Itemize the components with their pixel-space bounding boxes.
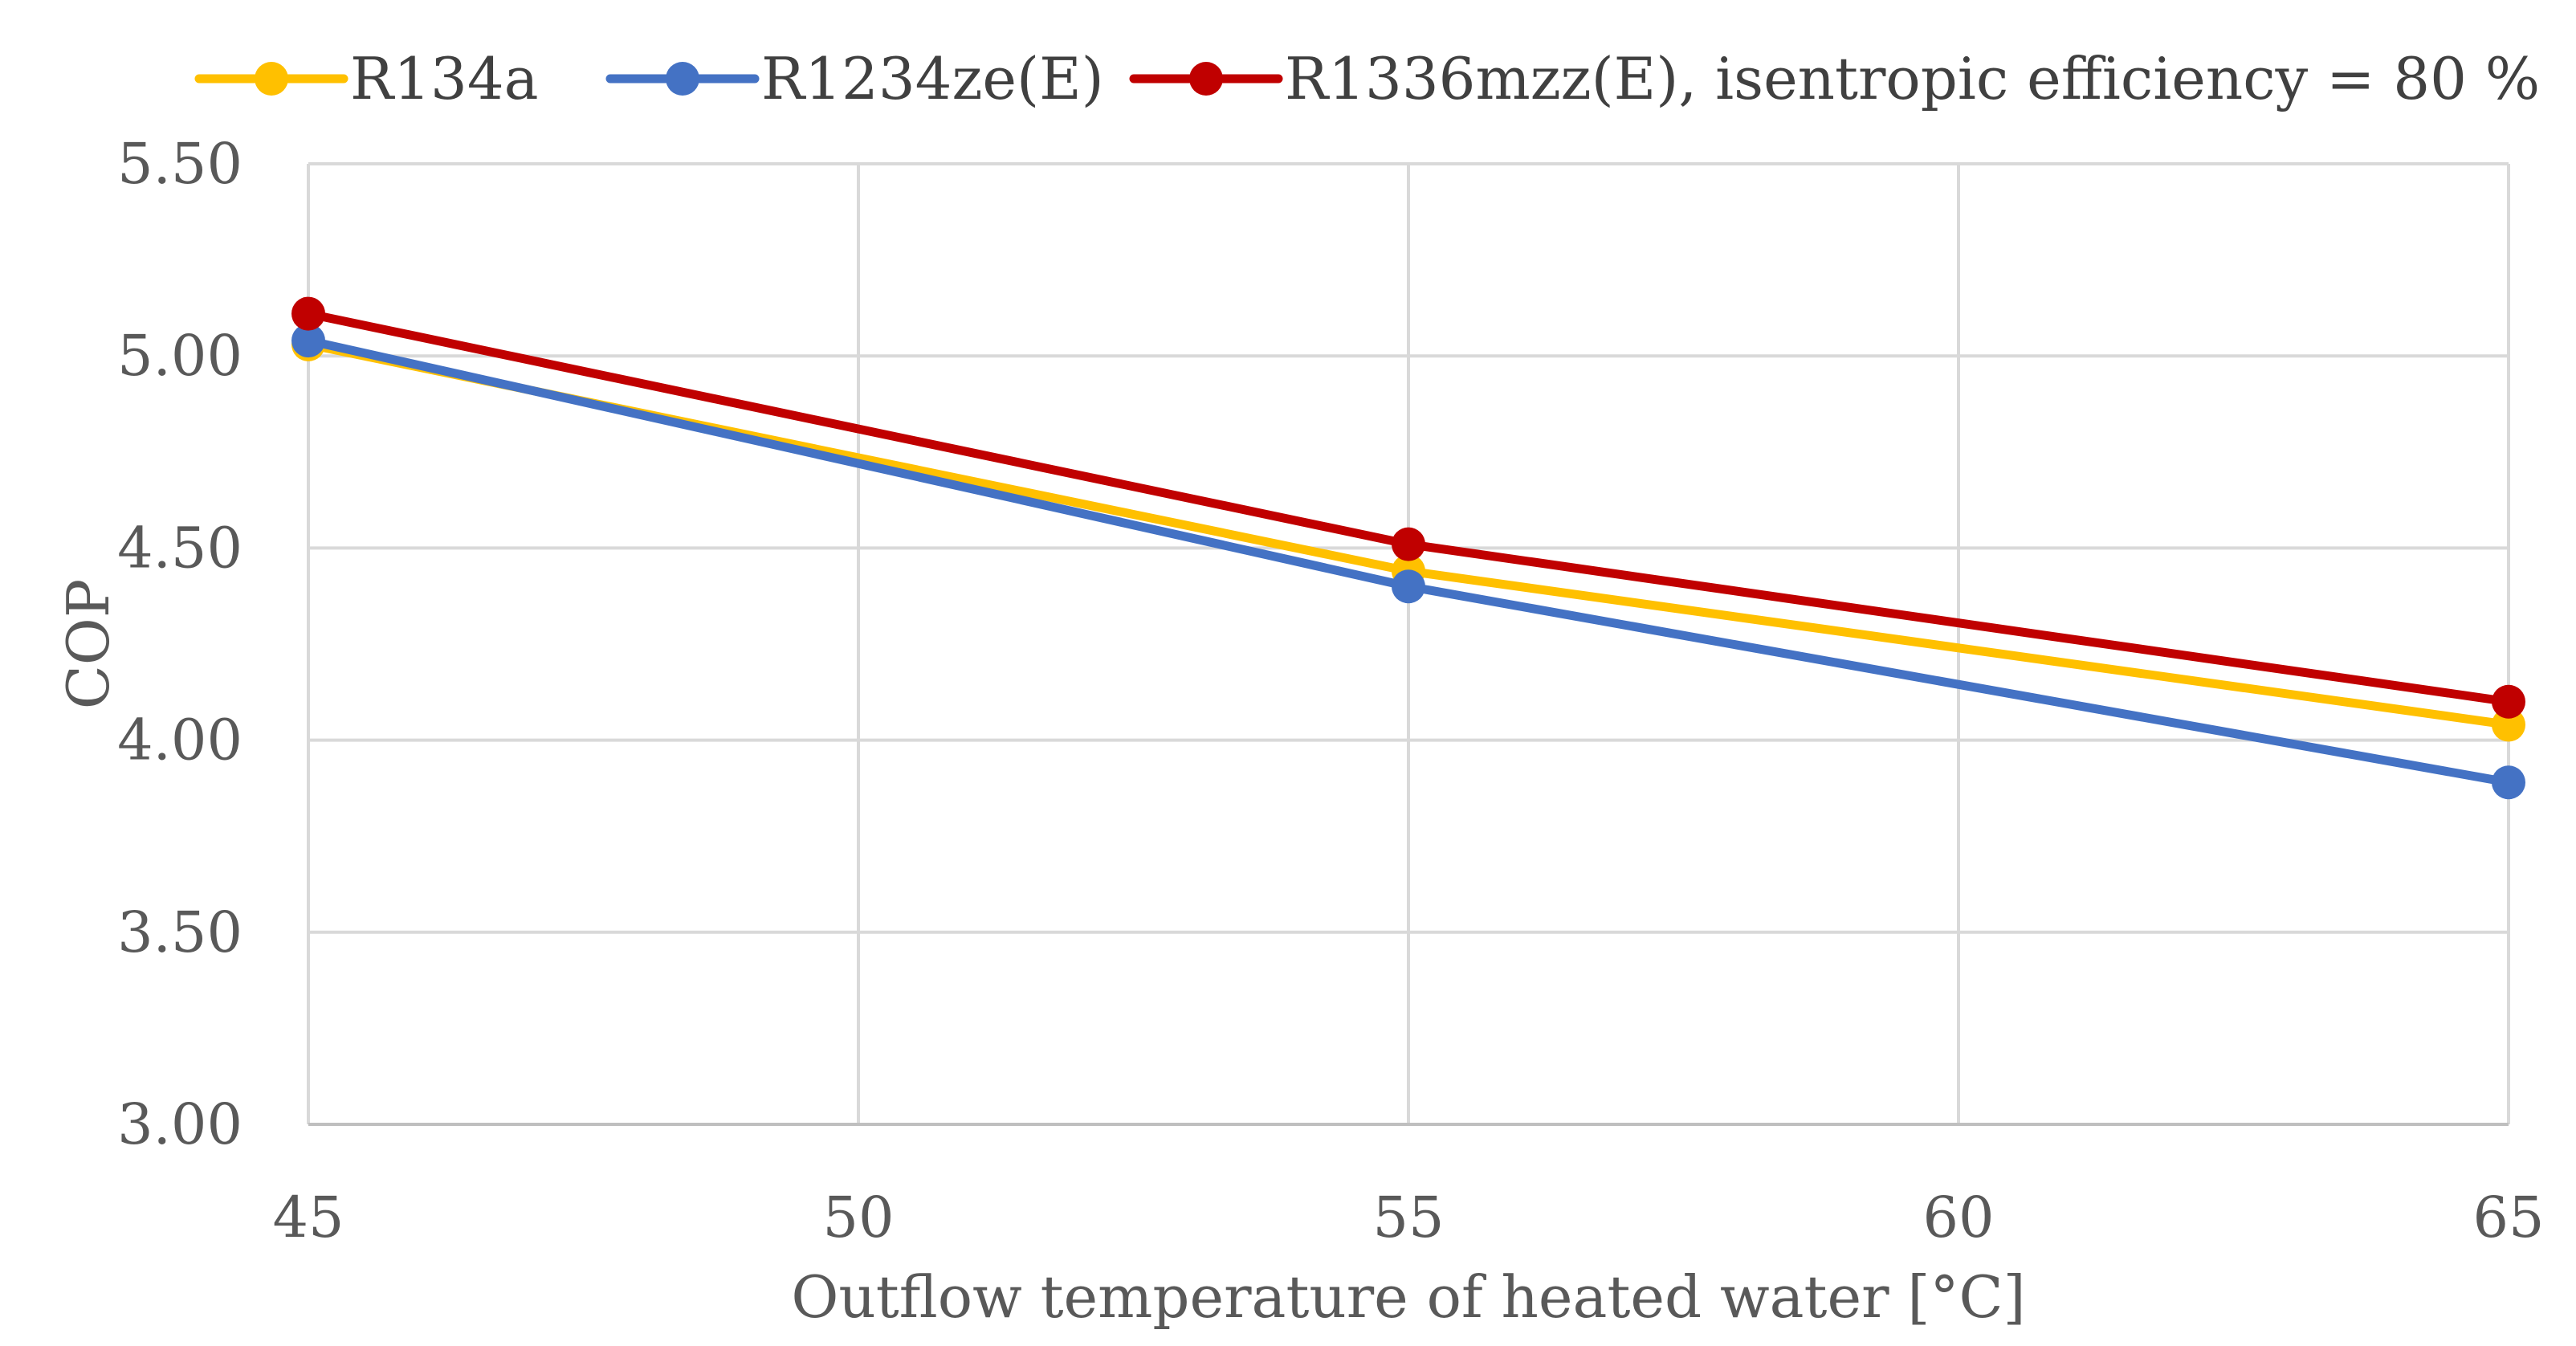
series-layer [291, 296, 2525, 800]
data-point [1392, 569, 1425, 604]
data-point [2492, 765, 2525, 800]
x-tick-label: 45 [272, 1185, 344, 1250]
data-point [2492, 684, 2525, 719]
y-axis-title: COP [55, 579, 122, 710]
x-tick-label: 55 [1372, 1185, 1444, 1250]
y-tick-label: 4.50 [117, 515, 243, 581]
y-tick-label: 3.50 [117, 899, 243, 965]
legend-item: R1234ze(E) [605, 45, 1104, 112]
legend-label: R134a [350, 45, 539, 112]
data-point [2492, 708, 2525, 742]
y-tick-label: 5.50 [117, 131, 243, 197]
legend-marker [255, 62, 288, 96]
axes: 3.00 3.50 4.00 4.50 5.00 5.50 45 50 55 60 65 [117, 131, 2544, 1250]
legend: R134a R1234ze(E) R1336mzz(E), isentropic e… [194, 45, 2540, 112]
series-1 [291, 324, 2525, 800]
legend-marker [1189, 62, 1223, 96]
data-point [291, 296, 325, 331]
x-tick-label: 65 [2472, 1185, 2544, 1250]
x-axis-title: Outflow temperature of heated water [°C] [791, 1263, 2025, 1331]
series-2 [291, 296, 2525, 719]
y-tick-label: 3.00 [117, 1091, 243, 1157]
legend-item: R1336mzz(E), isentropic efficiency = 80 … [1129, 45, 2540, 112]
data-point [1392, 527, 1425, 561]
y-tick-label: 4.00 [117, 708, 243, 773]
legend-marker [666, 62, 699, 96]
y-tick-label: 5.00 [117, 323, 243, 389]
x-tick-label: 50 [822, 1185, 894, 1250]
x-tick-label: 60 [1922, 1185, 1994, 1250]
data-point [291, 324, 325, 358]
legend-item: R134a [194, 45, 539, 112]
grid [307, 162, 2510, 1124]
legend-label: R1336mzz(E), isentropic efficiency = 80 … [1285, 45, 2540, 112]
legend-label: R1234ze(E) [761, 45, 1104, 112]
